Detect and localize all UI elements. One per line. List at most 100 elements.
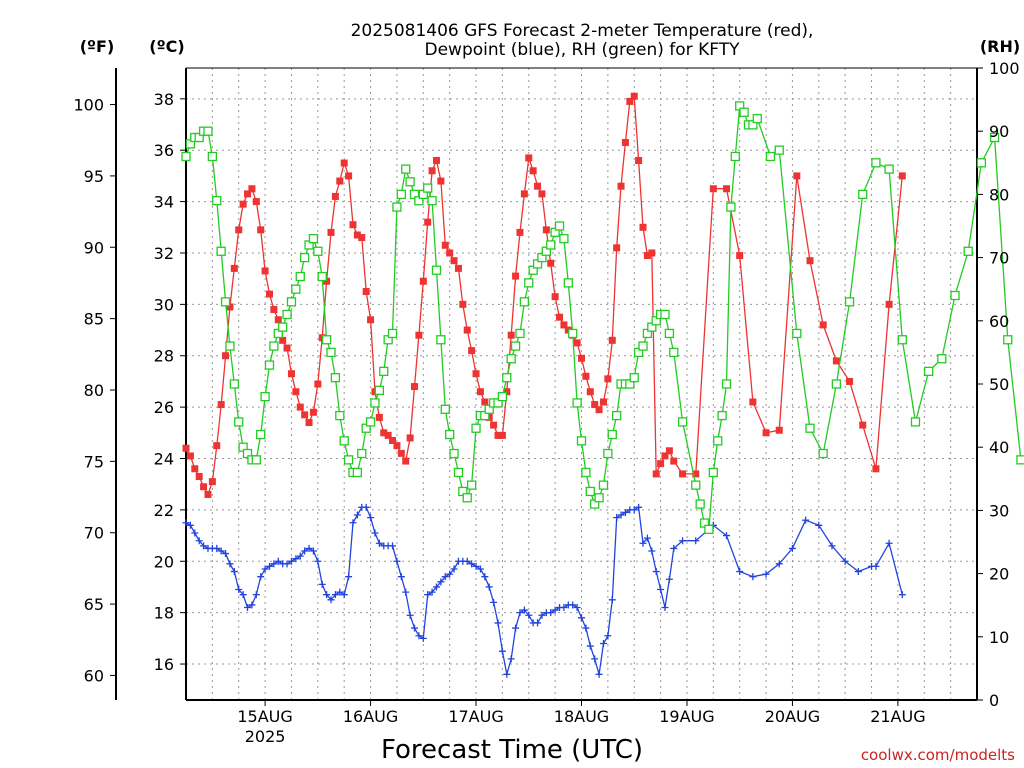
dewpoint-point	[586, 642, 594, 650]
temperature-point	[279, 336, 287, 344]
temperature-point	[265, 290, 273, 298]
temperature-point	[419, 277, 427, 285]
temperature-point	[626, 97, 634, 105]
temperature-point	[556, 313, 564, 321]
dewpoint-series	[182, 503, 906, 678]
rh-point	[251, 455, 261, 465]
rh-point	[445, 429, 455, 440]
dewpoint-point	[723, 532, 731, 540]
rh-point	[884, 164, 894, 174]
dewpoint-point	[503, 670, 511, 678]
dewpoint-point	[591, 655, 599, 663]
temperature-point	[331, 192, 339, 200]
rh-point	[976, 158, 987, 168]
dewpoint-point	[441, 573, 449, 581]
rh-point	[708, 467, 718, 478]
dewpoint-point	[252, 591, 260, 599]
axes	[110, 67, 983, 706]
temperature-point	[630, 92, 638, 100]
c-tick-label: 38	[154, 90, 174, 109]
dewpoint-point	[274, 557, 282, 565]
dewpoint-point	[599, 639, 607, 647]
c-tick-label: 26	[154, 398, 174, 417]
temperature-point	[424, 218, 432, 226]
rh-point	[739, 107, 749, 117]
rh-point	[278, 322, 288, 332]
temperature-point	[859, 421, 867, 429]
dewpoint-point	[643, 534, 651, 542]
temperature-point	[832, 357, 840, 365]
temperature-point	[309, 408, 317, 416]
temperature-point	[806, 257, 814, 265]
temperature-point	[235, 226, 243, 234]
dewpoint-point	[226, 560, 234, 568]
rh-point	[963, 246, 973, 256]
dewpoint-point	[270, 560, 278, 568]
dewpoint-point	[525, 611, 533, 619]
dewpoint-point	[815, 521, 823, 529]
rh-tick-label: 70	[989, 249, 1009, 268]
dewpoint-point	[371, 529, 379, 537]
dewpoint-point	[248, 601, 256, 609]
chart-title-line-2: Dewpoint (blue), RH (green) for KFTY	[425, 40, 741, 60]
temperature-point	[415, 331, 423, 339]
x-tick-label: 16AUG	[343, 707, 398, 726]
temperature-point	[551, 293, 559, 301]
dewpoint-point	[222, 550, 230, 558]
temperature-point	[380, 429, 388, 437]
dewpoint-point	[828, 542, 836, 550]
temperature-point	[459, 300, 467, 308]
rh-point	[466, 480, 477, 490]
dewpoint-point	[481, 573, 489, 581]
rh-point	[950, 290, 960, 301]
rh-point	[502, 373, 512, 383]
rh-point	[695, 499, 705, 509]
f-tick-label: 60	[84, 666, 104, 685]
rh-point	[440, 404, 450, 414]
temperature-point	[239, 200, 247, 208]
rh-point	[392, 202, 402, 212]
rh-point	[713, 436, 723, 446]
rh-point	[563, 278, 573, 288]
temperature-point	[428, 167, 436, 175]
dewpoint-point	[749, 573, 757, 581]
rh-point	[585, 486, 595, 497]
rh-point	[370, 398, 380, 408]
dewpoint-point	[512, 624, 520, 632]
dewpoint-point	[630, 506, 638, 514]
temperature-point	[367, 316, 375, 324]
dewpoint-point	[582, 624, 590, 632]
dewpoint-point	[841, 557, 849, 565]
temperature-point	[393, 442, 401, 450]
temperature-point	[516, 228, 524, 236]
dewpoint-point	[507, 655, 515, 663]
dewpoint-point	[872, 562, 880, 570]
dewpoint-point	[389, 542, 397, 550]
tick-labels: 6065707580859095100161820222426283032343…	[73, 59, 1019, 746]
temperature-point	[336, 177, 344, 185]
dewpoint-point	[186, 521, 194, 529]
rh-point	[423, 183, 433, 193]
rh-point	[704, 524, 714, 535]
temperature-point	[248, 185, 256, 193]
dewpoint-point	[283, 560, 291, 568]
temperature-point	[195, 472, 203, 480]
dewpoint-point	[432, 583, 440, 591]
temperature-point	[437, 177, 445, 185]
rh-tick-label: 40	[989, 438, 1009, 457]
dewpoint-point	[648, 547, 656, 555]
dewpoint-point	[463, 557, 471, 565]
rh-tick-label: 90	[989, 122, 1009, 141]
dewpoint-point	[393, 557, 401, 565]
dewpoint-point	[608, 596, 616, 604]
dewpoint-point	[362, 503, 370, 511]
rh-point	[291, 284, 301, 294]
temperature-point	[665, 447, 673, 455]
dewpoint-point	[472, 562, 480, 570]
rh-point	[844, 297, 855, 307]
credit-link[interactable]: coolwx.com/modelts	[861, 746, 1015, 764]
rh-point	[612, 410, 622, 421]
temperature-point	[432, 156, 440, 164]
rh-point	[357, 448, 367, 459]
dewpoint-point	[534, 619, 542, 627]
